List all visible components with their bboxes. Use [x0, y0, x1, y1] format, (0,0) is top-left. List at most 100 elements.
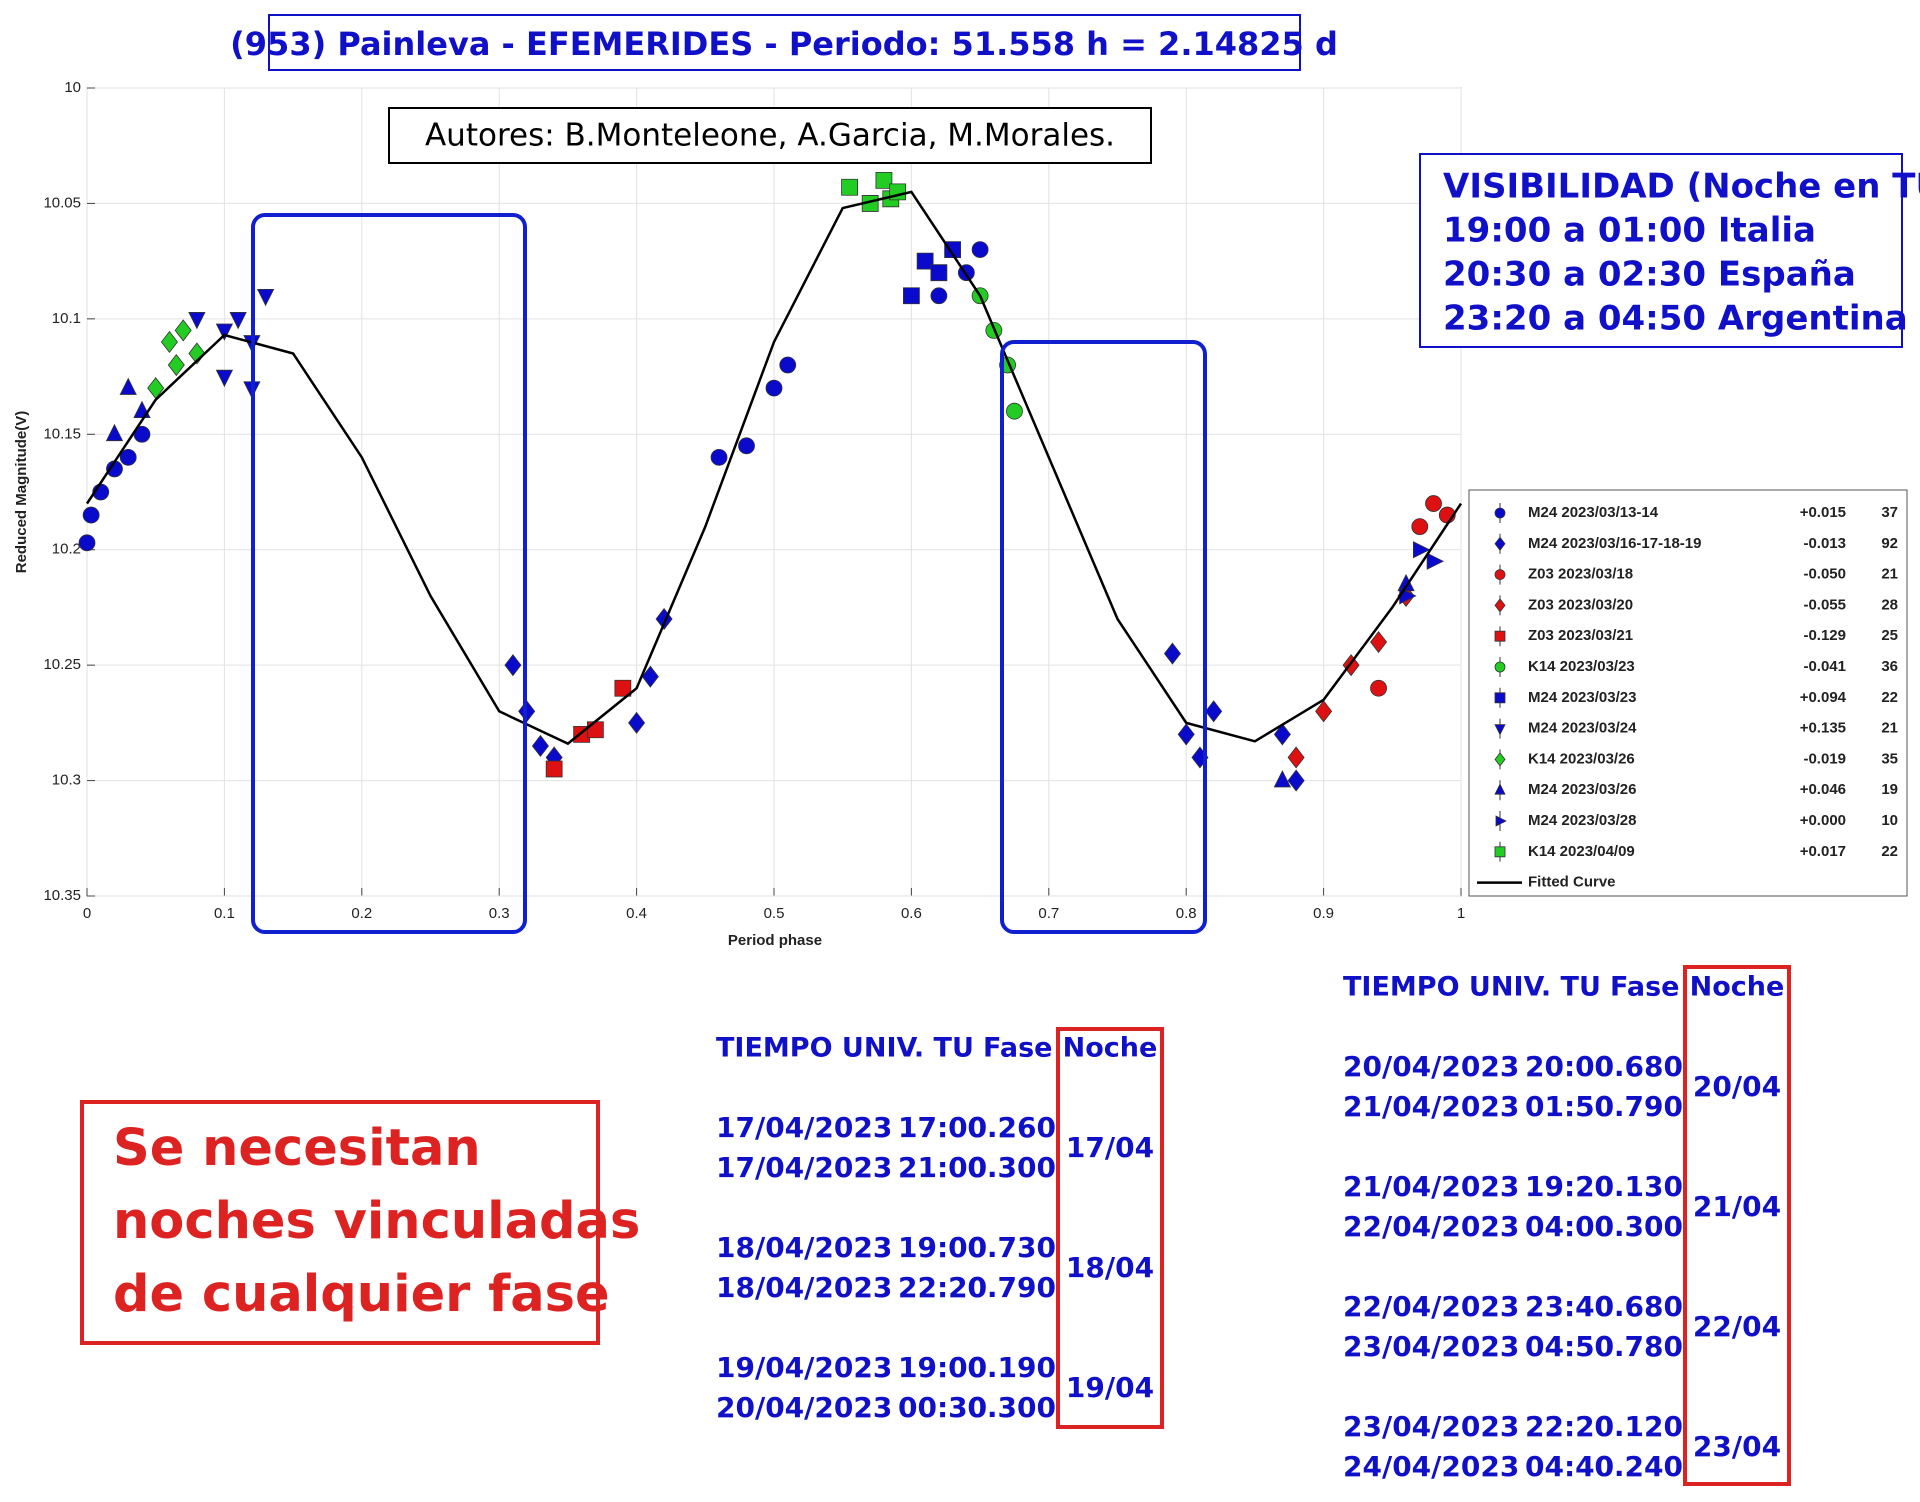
marker [119, 448, 137, 466]
marker [119, 377, 137, 395]
table-cell: 00:30 [898, 1391, 987, 1424]
legend-count: 92 [1881, 535, 1898, 552]
marker [1494, 507, 1506, 519]
table-cell: 22/04/2023 [1343, 1290, 1519, 1323]
marker [167, 353, 185, 377]
y-tick-label: 10.25 [43, 656, 81, 673]
marker [1494, 536, 1506, 551]
marker [174, 319, 192, 342]
x-tick-label: 0.1 [214, 905, 235, 922]
legend-box [1468, 489, 1908, 897]
marker [188, 312, 206, 330]
marker [1494, 783, 1506, 795]
marker [1494, 692, 1506, 704]
marker [1494, 846, 1506, 858]
legend-offset: +0.135 [1800, 720, 1846, 737]
x-tick-label: 0.7 [1038, 905, 1059, 922]
marker [1177, 723, 1195, 746]
night-label: 18/04 [1066, 1251, 1154, 1284]
x-tick-label: 1 [1457, 905, 1465, 922]
marker [531, 734, 549, 757]
table-cell: 0.780 [1594, 1330, 1683, 1363]
y-tick-label: 10.05 [43, 194, 81, 211]
legend-label: Fitted Curve [1528, 874, 1616, 891]
marker [628, 711, 646, 734]
marker [1342, 654, 1360, 677]
x-tick-label: 0 [83, 905, 91, 922]
marker [971, 241, 989, 259]
legend-count: 21 [1881, 720, 1898, 737]
legend-count: 22 [1881, 843, 1898, 860]
x-tick-label: 0.4 [626, 905, 647, 922]
fitted-curve [85, 190, 1463, 746]
marker [841, 178, 858, 196]
marker [1494, 724, 1506, 736]
phase-window [1000, 340, 1207, 934]
marker [779, 356, 797, 374]
marker [1205, 700, 1223, 723]
table-cell: 20/04/2023 [1343, 1050, 1519, 1083]
noche-box [1056, 1027, 1164, 1429]
legend-count: 21 [1881, 566, 1898, 583]
marker [641, 665, 659, 688]
x-tick-label: 0.5 [764, 905, 785, 922]
marker [1273, 770, 1292, 788]
legend-offset: -0.019 [1803, 750, 1846, 767]
table-cell: 04:40 [1525, 1450, 1614, 1483]
table-cell: 23/04/2023 [1343, 1410, 1519, 1443]
y-tick-label: 10.35 [43, 887, 81, 904]
table-cell: 21/04/2023 [1343, 1090, 1519, 1123]
legend-count: 22 [1881, 689, 1898, 706]
night-label: 21/04 [1693, 1190, 1781, 1223]
table-cell: 0.680 [1594, 1050, 1683, 1083]
marker [1494, 752, 1506, 767]
table-cell: 24/04/2023 [1343, 1450, 1519, 1483]
table-header: TIEMPO UNIV. TU [1343, 972, 1601, 1003]
table-cell: 23:40 [1525, 1290, 1614, 1323]
legend-offset: +0.046 [1800, 781, 1846, 798]
night-label: 20/04 [1693, 1070, 1781, 1103]
marker [738, 437, 755, 455]
y-tick-label: 10.1 [52, 310, 81, 327]
marker [105, 423, 124, 442]
marker [765, 379, 783, 397]
legend-offset: +0.017 [1800, 843, 1846, 860]
table-cell: 20/04/2023 [716, 1391, 892, 1424]
table-cell: 0.130 [1594, 1170, 1683, 1203]
table-cell: 0.790 [1594, 1090, 1683, 1123]
x-tick-label: 0.8 [1176, 905, 1197, 922]
table-cell: 01:50 [1525, 1090, 1614, 1123]
legend-label: K14 2023/04/09 [1528, 843, 1635, 860]
marker [1494, 661, 1506, 673]
marker [545, 760, 563, 778]
marker [655, 607, 673, 631]
table-cell: 17/04/2023 [716, 1111, 892, 1144]
visibility-line: 20:30 a 02:30 España [1443, 255, 1856, 295]
legend-count: 28 [1881, 596, 1898, 613]
marker [1412, 541, 1431, 559]
legend-offset: -0.050 [1803, 566, 1846, 583]
table-cell: 04:50 [1525, 1330, 1614, 1363]
marker [188, 342, 206, 365]
marker [82, 506, 100, 524]
legend-label: M24 2023/03/26 [1528, 781, 1636, 798]
legend-offset: -0.055 [1803, 596, 1846, 613]
table-cell: 0.260 [967, 1111, 1056, 1144]
table-cell: 23/04/2023 [1343, 1330, 1519, 1363]
visibility-line: 19:00 a 01:00 Italia [1443, 211, 1816, 251]
table-cell: 0.300 [1594, 1210, 1683, 1243]
authors-box [388, 107, 1152, 164]
y-tick-label: 10 [64, 79, 81, 96]
marker [930, 264, 948, 282]
x-tick-label: 0.6 [901, 905, 922, 922]
visibility-title: VISIBILIDAD (Noche en TU) [1443, 167, 1920, 207]
marker [160, 330, 178, 353]
table-cell: 22:20 [898, 1271, 987, 1304]
marker [903, 287, 920, 305]
night-label: 23/04 [1693, 1430, 1781, 1463]
legend-label: M24 2023/03/24 [1528, 720, 1637, 737]
marker [1426, 552, 1445, 570]
table-cell: 0.790 [967, 1271, 1056, 1304]
y-tick-label: 10.3 [52, 772, 81, 789]
